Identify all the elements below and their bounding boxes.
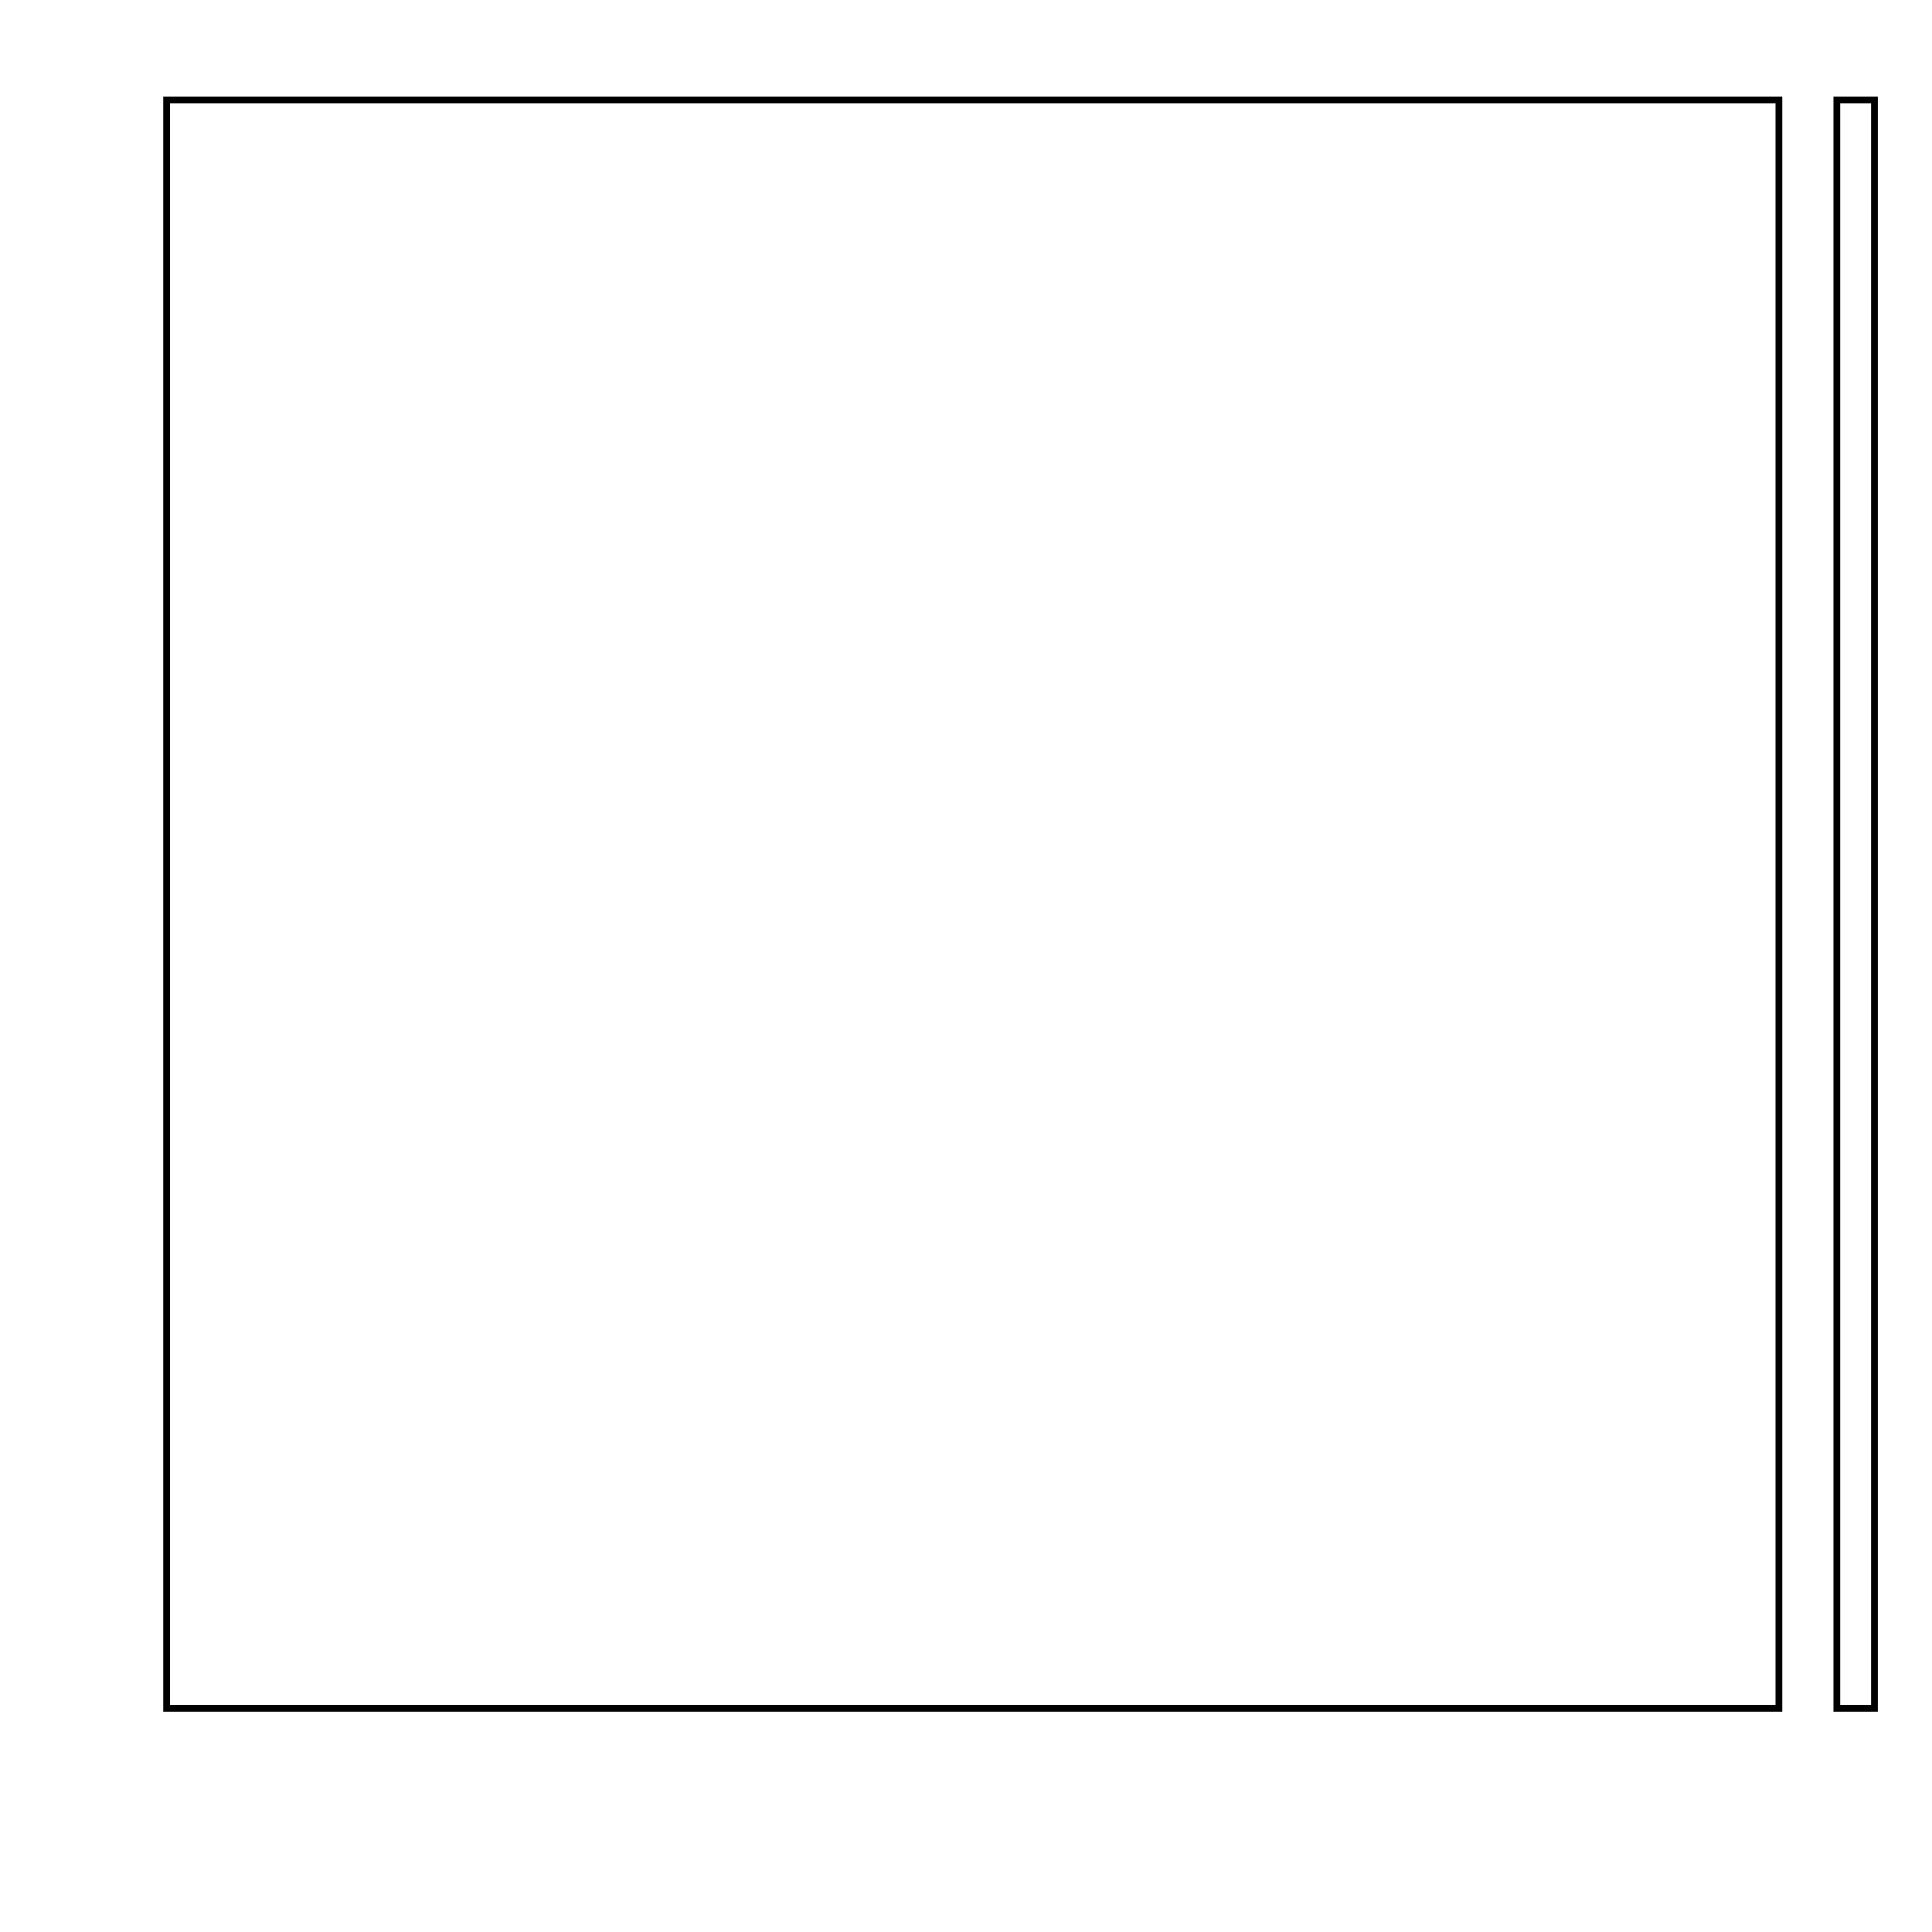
heatmap-canvas: [170, 103, 1776, 1705]
colorbar: [1833, 97, 1878, 1712]
heatmap-plot-area: [163, 97, 1782, 1712]
x-axis-title: [0, 1835, 1932, 1918]
colorbar-gradient: [1840, 103, 1871, 1705]
